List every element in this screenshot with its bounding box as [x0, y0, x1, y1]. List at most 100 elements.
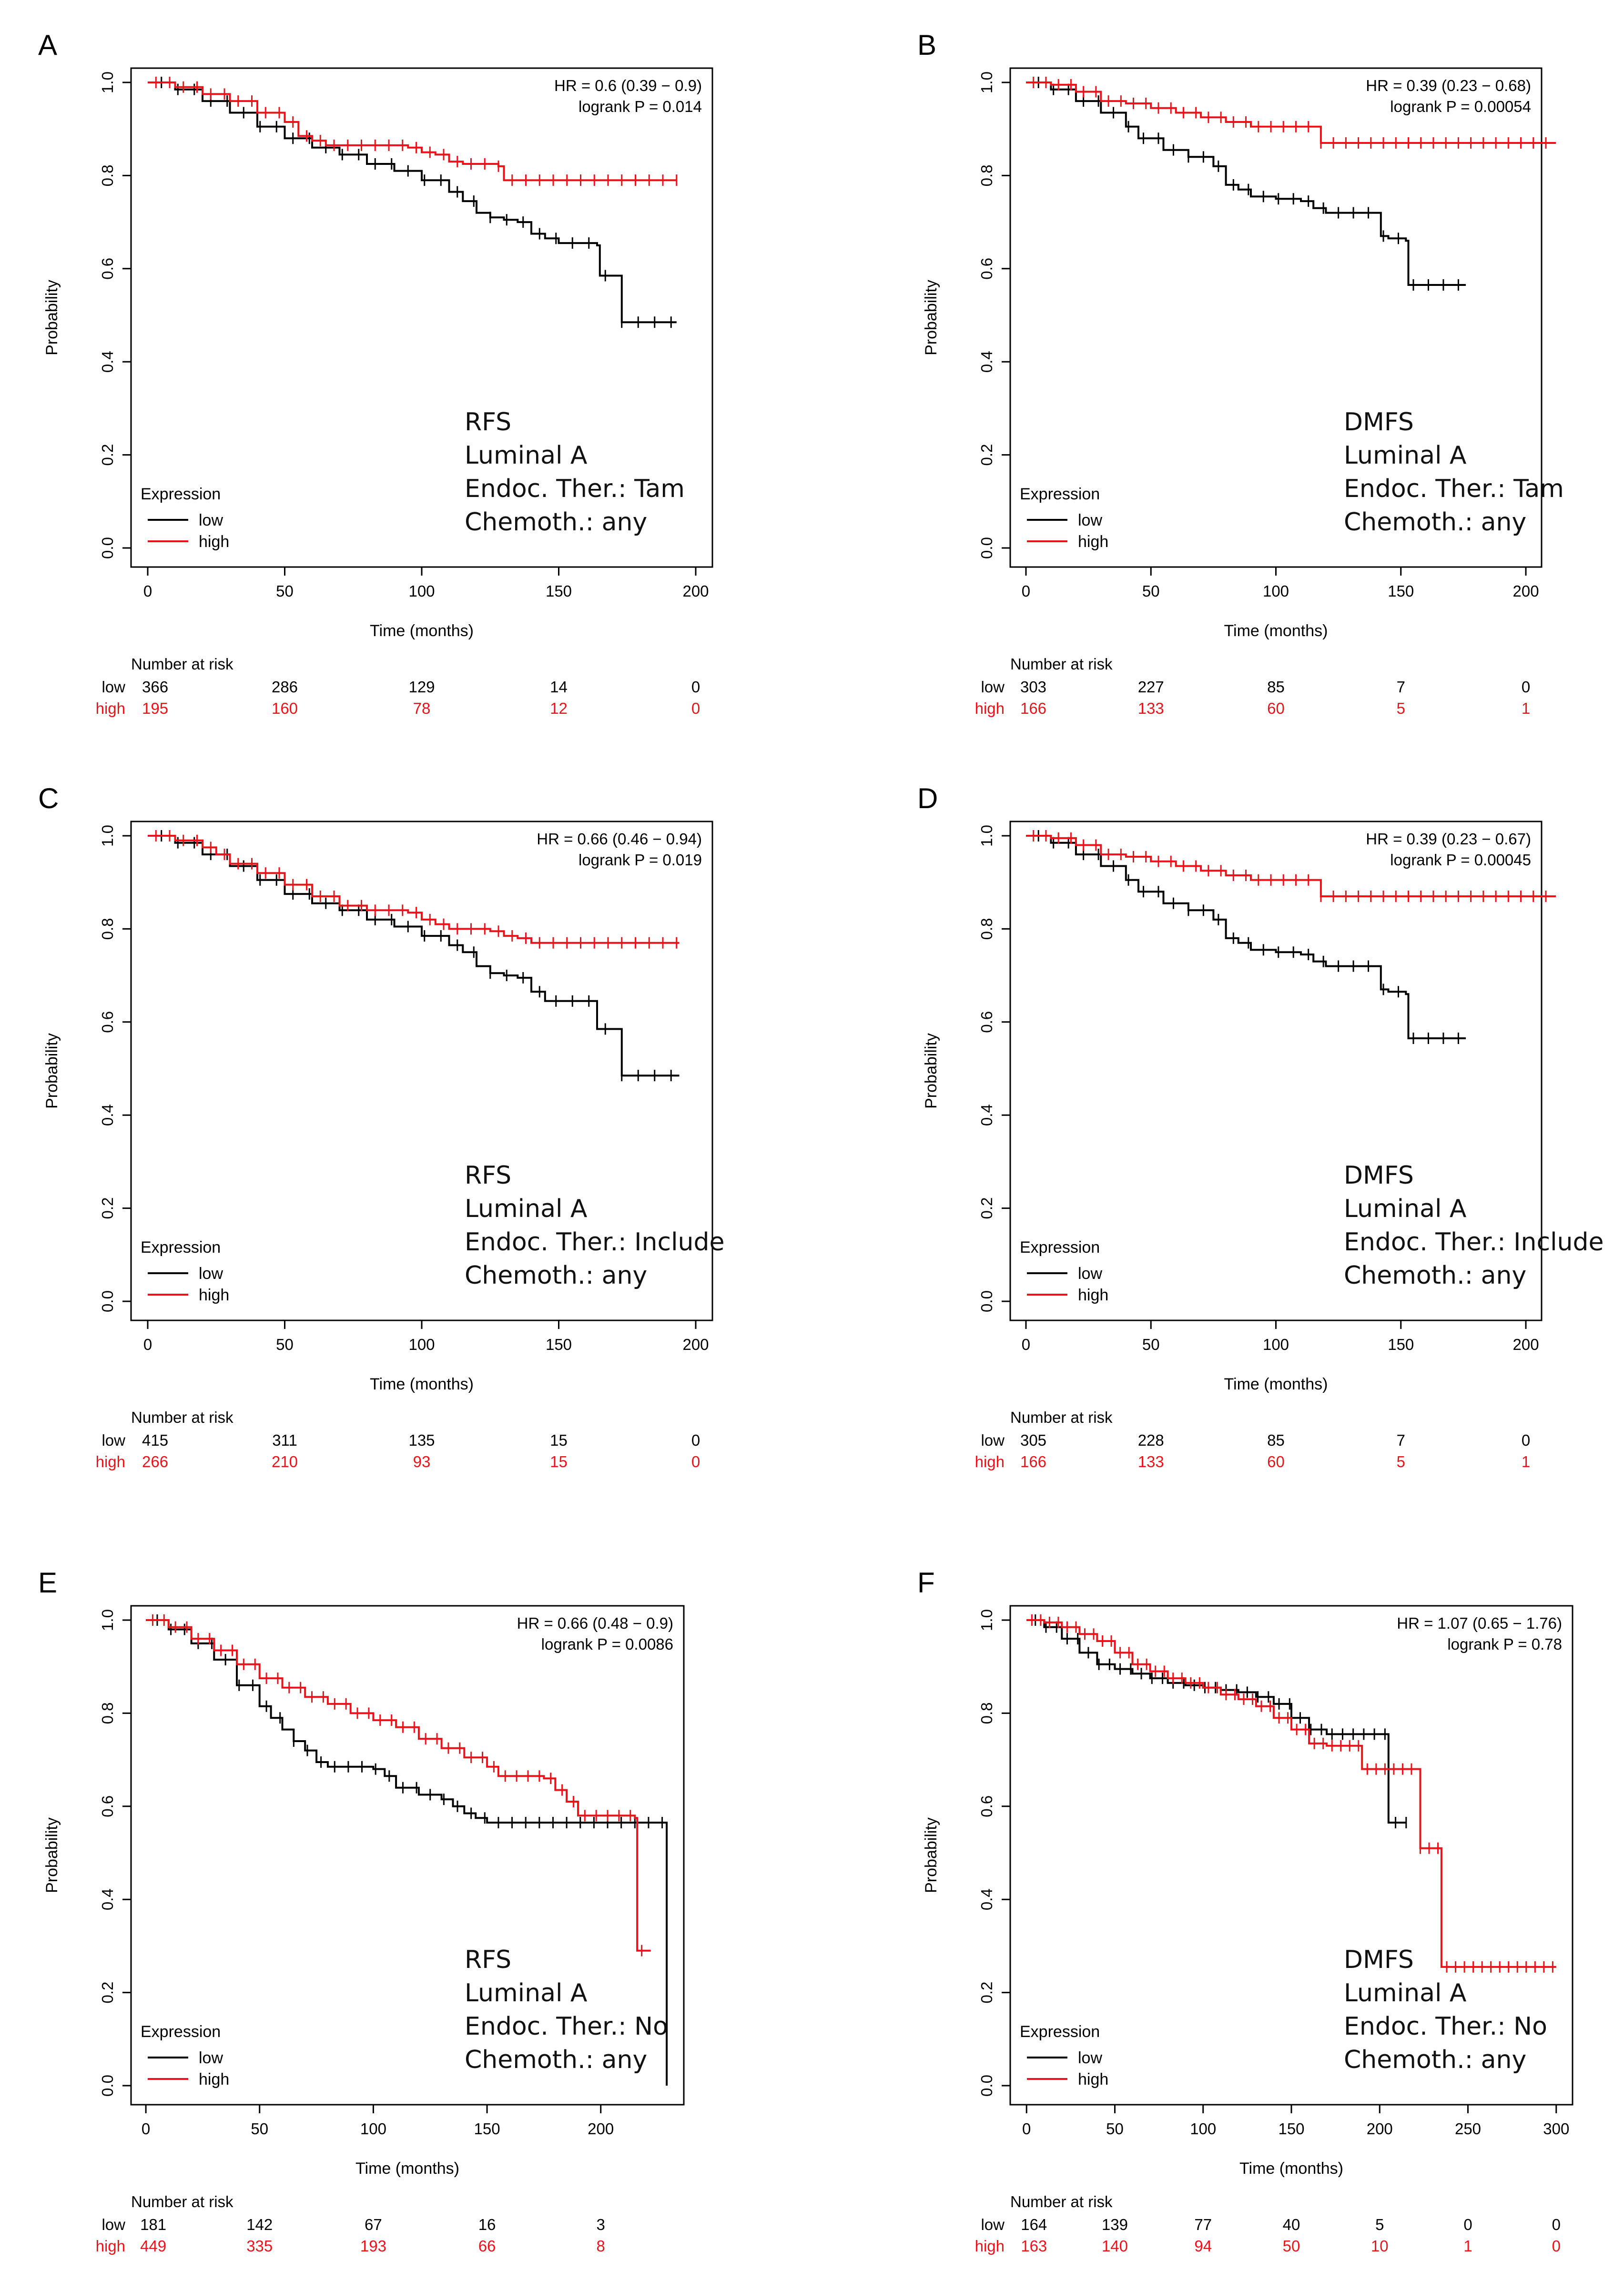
risk-value-high: 0: [691, 1453, 700, 1470]
annotation-line: Luminal A: [465, 1979, 588, 2007]
risk-value-low: 16: [478, 2216, 496, 2233]
y-tick-label: 0.2: [99, 444, 116, 466]
risk-value-high: 0: [1552, 2237, 1561, 2255]
censor-marks-high: [155, 830, 678, 949]
annotation-line: Luminal A: [1344, 1979, 1467, 2007]
risk-row-label-low: low: [102, 678, 125, 696]
annotation-line: Endoc. Ther.: Include: [1344, 1228, 1604, 1257]
risk-row-label-low: low: [102, 2216, 125, 2233]
survival-curve-high: [148, 81, 677, 182]
x-tick-label: 300: [1543, 2120, 1569, 2138]
y-tick-label: 1.0: [99, 71, 116, 93]
y-tick-label: 0.4: [99, 1104, 116, 1126]
y-tick-label: 0.6: [978, 1011, 995, 1033]
risk-value-high: 1: [1522, 700, 1530, 717]
risk-row-label-high: high: [975, 2237, 1005, 2255]
x-tick-label: 200: [1512, 582, 1539, 600]
y-tick-label: 0.0: [99, 537, 116, 559]
logrank-text: logrank P = 0.78: [1447, 1635, 1562, 1653]
risk-table-title: Number at risk: [131, 2193, 233, 2210]
risk-value-high: 449: [140, 2237, 166, 2255]
panel-letter: F: [917, 1567, 935, 1599]
panel-E: E 0.0 0.2 0.4 0.6 0.8 1.0 Probability 0 50 100 150 2…: [38, 1567, 685, 2255]
y-tick-label: 0.8: [99, 164, 116, 186]
legend-title: Expression: [141, 2023, 221, 2041]
risk-value-high: 193: [360, 2237, 386, 2255]
risk-value-low: 0: [691, 1431, 700, 1449]
x-tick-label: 100: [1263, 1336, 1289, 1353]
risk-value-low: 0: [1463, 2216, 1472, 2233]
risk-row-label-high: high: [96, 2237, 125, 2255]
risk-value-low: 142: [246, 2216, 273, 2233]
panel-letter: B: [917, 29, 936, 61]
annotation-line: DMFS: [1344, 1946, 1414, 1974]
risk-table-title: Number at risk: [1010, 655, 1113, 673]
risk-value-low: 0: [1552, 2216, 1561, 2233]
x-tick-label: 150: [546, 582, 572, 600]
risk-value-high: 133: [1138, 700, 1164, 717]
panel-letter: C: [38, 782, 59, 814]
x-axis-label: Time (months): [1224, 622, 1328, 640]
censor-marks-high: [1031, 1614, 1553, 1973]
censor-marks-high: [155, 77, 678, 186]
risk-value-high: 195: [142, 700, 168, 717]
risk-value-low: 139: [1102, 2216, 1128, 2233]
x-tick-label: 50: [276, 582, 294, 600]
y-tick-label: 0.0: [978, 537, 995, 559]
x-tick-label: 200: [1512, 1336, 1539, 1353]
annotation-line: Endoc. Ther.: Tam: [465, 475, 685, 503]
panel-letter: E: [38, 1567, 57, 1599]
x-tick-label: 50: [1142, 1336, 1160, 1353]
risk-value-low: 228: [1138, 1431, 1164, 1449]
annotation-line: Chemoth.: any: [465, 2046, 647, 2074]
annotation-line: Chemoth.: any: [1344, 1261, 1526, 1290]
annotation-line: DMFS: [1344, 1161, 1414, 1190]
risk-value-high: 94: [1194, 2237, 1212, 2255]
risk-value-high: 133: [1138, 1453, 1164, 1470]
x-tick-label: 100: [360, 2120, 386, 2138]
risk-value-low: 3: [597, 2216, 605, 2233]
annotation-line: Chemoth.: any: [1344, 2046, 1526, 2074]
legend-title: Expression: [1020, 2023, 1100, 2041]
censor-marks-low: [1035, 1614, 1407, 1828]
y-tick-label: 1.0: [978, 1609, 995, 1631]
y-axis-label: Probability: [43, 280, 61, 355]
censor-marks-high: [152, 1614, 643, 1957]
risk-value-high: 8: [597, 2237, 605, 2255]
y-tick-label: 1.0: [978, 825, 995, 847]
risk-value-high: 12: [550, 700, 568, 717]
logrank-text: logrank P = 0.014: [579, 98, 702, 115]
risk-value-low: 129: [408, 678, 435, 696]
survival-curve-high: [1026, 1619, 1556, 1968]
risk-value-low: 305: [1020, 1431, 1046, 1449]
legend-label-high: high: [1078, 1286, 1108, 1304]
risk-value-low: 67: [365, 2216, 382, 2233]
x-tick-label: 50: [251, 2120, 268, 2138]
legend-title: Expression: [141, 1238, 221, 1257]
y-tick-label: 0.2: [99, 1197, 116, 1219]
x-tick-label: 150: [1278, 2120, 1304, 2138]
legend-label-low: low: [1078, 1265, 1102, 1283]
risk-value-high: 50: [1283, 2237, 1300, 2255]
y-tick-label: 0.6: [978, 258, 995, 280]
x-axis-label: Time (months): [1239, 2159, 1343, 2178]
risk-value-high: 140: [1102, 2237, 1128, 2255]
risk-value-low: 0: [1522, 678, 1530, 696]
risk-value-high: 163: [1021, 2237, 1047, 2255]
legend-label-high: high: [199, 2070, 229, 2088]
logrank-text: logrank P = 0.00045: [1390, 851, 1531, 869]
risk-value-low: 366: [142, 678, 168, 696]
hazard-ratio-text: HR = 0.39 (0.23 − 0.68): [1366, 77, 1531, 94]
x-tick-label: 100: [408, 582, 435, 600]
y-axis-label: Probability: [43, 1817, 61, 1893]
y-tick-label: 0.0: [99, 2075, 116, 2097]
x-tick-label: 0: [1022, 1336, 1030, 1353]
y-tick-label: 0.2: [978, 1197, 995, 1219]
y-tick-label: 0.0: [978, 2075, 995, 2097]
y-tick-label: 1.0: [99, 1609, 116, 1631]
survival-curve-low: [148, 835, 680, 1077]
x-tick-label: 0: [1022, 582, 1030, 600]
y-tick-label: 0.6: [99, 258, 116, 280]
legend-label-low: low: [1078, 511, 1102, 529]
y-tick-label: 0.2: [978, 444, 995, 466]
